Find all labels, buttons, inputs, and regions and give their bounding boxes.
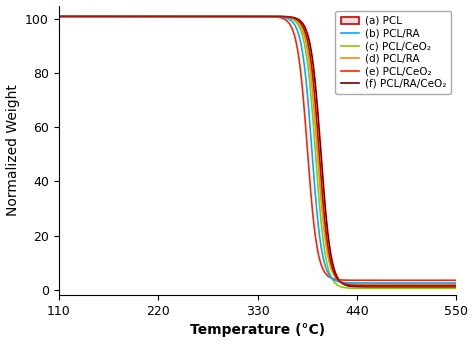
X-axis label: Temperature (°C): Temperature (°C) xyxy=(190,323,325,338)
Legend: (a) PCL, (b) PCL/RA, (c) PCL/CeO₂, (d) PCL/RA, (e) PCL/CeO₂, (f) PCL/RA/CeO₂: (a) PCL, (b) PCL/RA, (c) PCL/CeO₂, (d) P… xyxy=(336,11,451,94)
Y-axis label: Normalized Weight: Normalized Weight xyxy=(6,84,19,216)
